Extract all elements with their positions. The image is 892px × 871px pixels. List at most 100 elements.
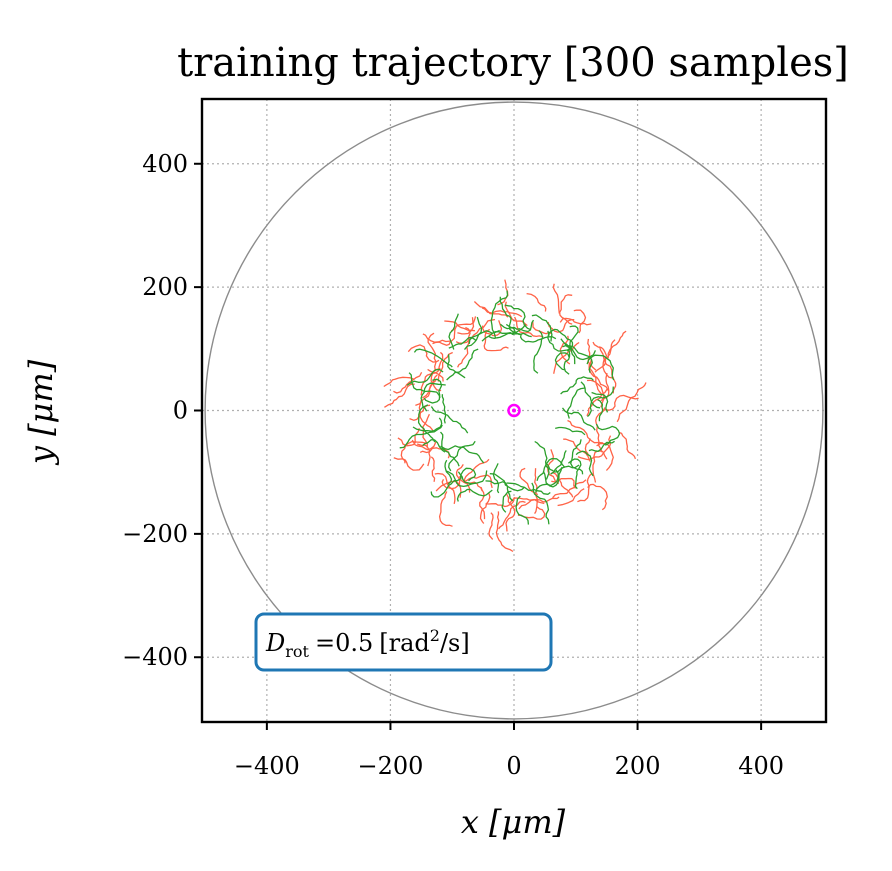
trajectory-segment <box>535 469 559 493</box>
trajectory-segment <box>499 296 517 334</box>
trajectory-segment <box>552 283 560 314</box>
trajectory-segment <box>485 497 516 508</box>
trajectory-segment <box>488 324 527 340</box>
y-tick-label: 400 <box>142 150 188 178</box>
trajectory-segment <box>444 459 453 485</box>
trajectory-segment <box>575 450 594 477</box>
trajectory-segment <box>577 435 612 461</box>
trajectory-segment <box>393 457 425 471</box>
y-tick-label: 200 <box>142 273 188 301</box>
trajectory-segment <box>490 290 509 338</box>
trajectory-segment <box>427 332 437 371</box>
trajectory-segment <box>557 488 585 507</box>
trajectory-segment <box>417 404 436 443</box>
trajectory-segment <box>450 316 477 332</box>
y-tick-label: −200 <box>122 520 188 548</box>
trajectory-segment <box>440 445 485 464</box>
trajectory-segment <box>587 483 608 511</box>
trajectory-segment <box>441 394 447 424</box>
boundary-circle <box>204 101 824 720</box>
trajectory-segment <box>586 379 605 402</box>
trajectory-segment <box>499 319 535 333</box>
x-tick-label: 400 <box>738 752 784 780</box>
trajectory-segment <box>479 487 486 520</box>
trajectory-segment <box>526 292 547 312</box>
trajectory-segment <box>460 467 477 482</box>
chart-title: training trajectory [300 samples] <box>177 40 849 86</box>
trajectory-segment <box>437 351 453 382</box>
trajectory-segment <box>446 348 479 381</box>
trajectory-segment <box>473 301 509 318</box>
trajectory-segment <box>384 383 415 408</box>
trajectory-segment <box>618 431 637 460</box>
trajectory-segment <box>498 500 526 530</box>
trajectory-segment <box>542 466 563 488</box>
trajectory-segment <box>560 376 594 395</box>
trajectory-segment <box>488 512 494 540</box>
trajectory-segment <box>430 456 436 482</box>
axis-ticks: −400 −200 0 200 400 400 200 0 −200 −400 <box>122 150 784 780</box>
annotation-border <box>254 612 553 672</box>
trajectory-segment <box>567 419 604 444</box>
trajectory-segment <box>560 338 596 361</box>
x-tick-label: −400 <box>234 752 300 780</box>
trajectory-segment <box>495 511 514 553</box>
trajectory-segment <box>533 330 544 374</box>
trajectory-segment <box>551 471 574 498</box>
trajectory-segment <box>418 399 434 431</box>
trajectory-segment <box>448 440 476 472</box>
trajectory-segment <box>383 376 415 388</box>
trajectory-segment <box>422 439 446 453</box>
trajectory-segment <box>555 426 586 436</box>
trajectory-segment <box>439 431 460 467</box>
trajectory-series-2 <box>399 290 621 525</box>
trajectory-segment <box>505 493 516 532</box>
trajectory-segment <box>598 346 617 394</box>
trajectory-segment <box>567 458 582 490</box>
trajectory-segment <box>588 440 615 452</box>
trajectory-segment <box>422 333 451 343</box>
trajectory-segment <box>553 341 580 374</box>
target-point-center <box>512 408 516 413</box>
trajectory-segment <box>607 330 627 359</box>
trajectory-segment <box>596 442 614 471</box>
trajectory-segment <box>514 316 544 338</box>
annotation-text: Drot =0.5 [rad2/s] <box>265 626 470 661</box>
trajectory-segment <box>441 475 461 490</box>
trajectory-segment <box>468 329 500 345</box>
trajectory-segment <box>552 479 587 499</box>
trajectory-segment <box>595 423 621 446</box>
y-tick-label: −400 <box>122 643 188 671</box>
trajectory-segment <box>586 354 615 381</box>
trajectory-segment <box>515 495 530 525</box>
x-axis-label: x [μm] <box>461 803 566 841</box>
trajectory-segment <box>413 348 453 368</box>
trajectory-segment <box>457 326 471 368</box>
trajectory-segment <box>577 472 593 503</box>
trajectory-segment <box>455 464 483 492</box>
trajectory-segment <box>408 372 441 398</box>
trajectory-segment <box>406 368 444 386</box>
trajectory-segment <box>546 449 560 485</box>
trajectory-segment <box>430 478 461 498</box>
trajectory-segment <box>463 316 483 351</box>
trajectory-segment <box>399 424 443 449</box>
trajectory-segment <box>600 394 639 414</box>
trajectory-segment <box>438 491 453 527</box>
trajectory-segment <box>570 439 584 475</box>
x-tick-label: 200 <box>615 752 661 780</box>
y-tick-label: 0 <box>173 397 188 425</box>
trajectory-segment <box>420 382 446 412</box>
trajectory-segment <box>518 496 560 510</box>
trajectory-segment <box>479 492 491 524</box>
trajectory-segment <box>600 373 610 408</box>
trajectory-segment <box>584 438 591 462</box>
trajectory-segment <box>592 341 608 373</box>
trajectory-segment <box>509 497 545 505</box>
trajectory-segment <box>481 320 503 337</box>
trajectory-segment <box>531 314 553 342</box>
trajectory-segment <box>430 406 469 434</box>
trajectory-segment <box>412 417 443 432</box>
y-axis-label: y [μm] <box>22 359 60 466</box>
